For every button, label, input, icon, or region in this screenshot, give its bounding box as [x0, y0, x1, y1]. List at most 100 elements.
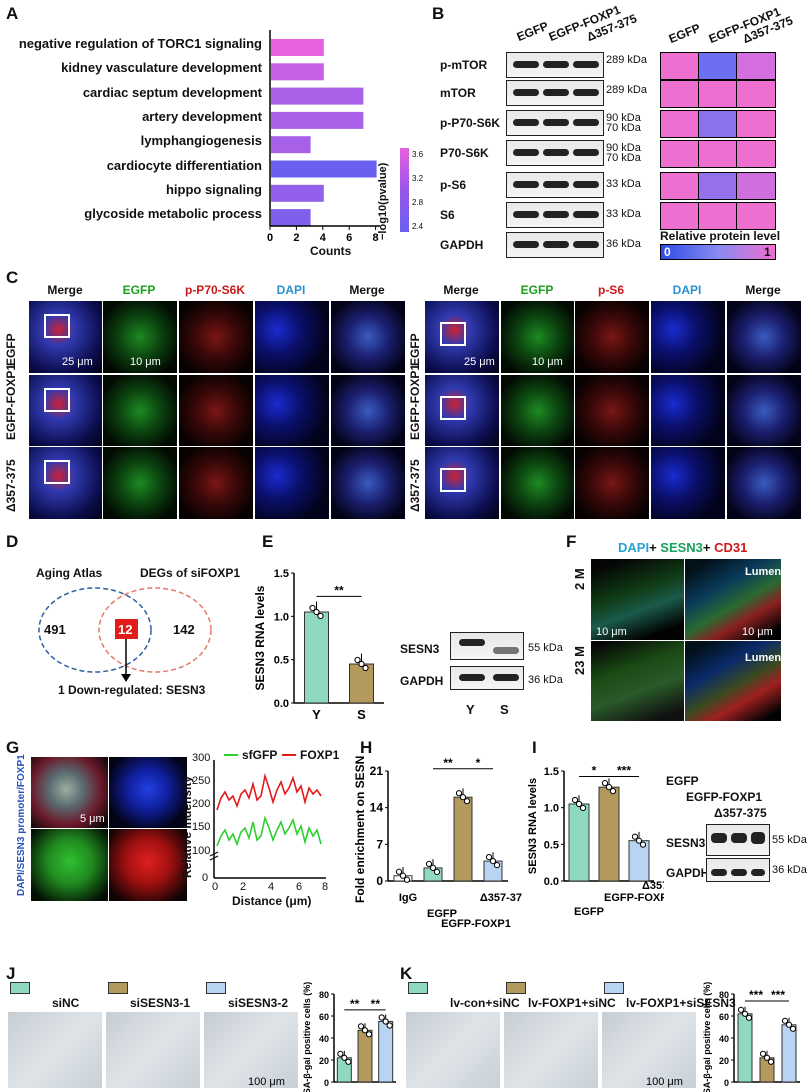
g-ytick-150: 150 [192, 821, 211, 833]
group-label: lv-FOXP1+siNC [528, 996, 616, 1010]
wb-kda: 70 kDa [606, 122, 641, 134]
go-bar-chart: 0 2 4 6 8 [267, 30, 380, 244]
y-tick-label: 0.5 [274, 655, 289, 667]
dot [745, 1014, 753, 1021]
dot [358, 660, 365, 668]
group-label: siSESN3-1 [130, 996, 191, 1010]
wb-band [513, 61, 539, 68]
group-label: siNC [52, 996, 80, 1010]
wb-band [543, 149, 569, 156]
wb-kda: 289 kDa [606, 54, 647, 66]
go-bar [271, 39, 324, 56]
dot [767, 1058, 775, 1065]
wb-band [513, 149, 539, 156]
legend-swatch [506, 982, 526, 994]
wb-band [573, 241, 599, 248]
f-23m-zoom [684, 640, 782, 722]
panel-label-h: H [360, 738, 373, 757]
x-tick-label: 2 [293, 232, 299, 244]
y-tick-label: 1.5 [274, 568, 289, 580]
dot [362, 664, 369, 672]
y-tick-label: 0.0 [544, 876, 559, 888]
panel-label-g: G [6, 738, 20, 757]
e-wb-blot [450, 666, 524, 690]
heat-cell [736, 80, 776, 108]
wb-band [543, 241, 569, 248]
panel-label-a: A [6, 4, 19, 23]
venn-left-count: 491 [44, 622, 66, 637]
heat-cell [660, 140, 700, 168]
panel-f-title: DAPI+ SESN3+ CD31 [618, 540, 748, 555]
g-ylabel: Relative Indensity [180, 775, 194, 878]
wb-blot [506, 110, 604, 136]
y-tick-label: 1.5 [544, 766, 559, 778]
wb-band [513, 89, 539, 96]
e-wb-col: S [500, 702, 509, 717]
x-tick-label: 6 [346, 232, 352, 244]
y-tick-label: 80 [719, 990, 729, 1000]
wb-blot [506, 202, 604, 228]
g-dapi [108, 756, 188, 830]
dot [789, 1025, 797, 1032]
go-bar [271, 184, 324, 202]
g-legend-foxp1: FOXP1 [300, 748, 340, 762]
g-legend-sfgfp: sfGFP [242, 748, 278, 762]
go-term-label: cardiac septum development [82, 84, 262, 100]
bar [453, 796, 473, 882]
bar [568, 803, 590, 882]
y-tick-label: 40 [319, 1034, 329, 1044]
y-tick-label: 0.0 [274, 698, 289, 710]
c-left-image [330, 446, 406, 520]
dot [378, 1014, 385, 1021]
g-xtick-6: 6 [296, 881, 303, 893]
g-ytick-300: 300 [192, 752, 211, 764]
wb-col-0: EGFP [514, 18, 551, 44]
g-legend-sfgfp-line [224, 754, 238, 756]
wb-kda: 36 kDa [606, 238, 641, 250]
pvalue-legend-title: −log10(pvalue) [377, 162, 389, 240]
x-tick-label: 0 [267, 232, 273, 244]
dot [635, 837, 643, 844]
wb-band [543, 89, 569, 96]
c-right-image [574, 374, 650, 448]
f-lumen-1: Lumen [745, 566, 782, 578]
c-right-image [650, 300, 726, 374]
wb-band [573, 119, 599, 126]
wb-row-label: p-mTOR [440, 58, 488, 72]
y-axis-label: SA-β-gal positive cells (%) [702, 982, 712, 1092]
panel-label-i: I [532, 738, 537, 757]
g-ytick-100: 100 [192, 845, 211, 857]
c-left-image [254, 300, 330, 374]
go-bar [271, 136, 311, 154]
g-legend-foxp1-line [282, 754, 296, 756]
panel-label-b: B [432, 4, 445, 23]
wb-kda: 90 kDa [606, 142, 641, 154]
heat-cell [736, 140, 776, 168]
significance: ** [443, 756, 453, 770]
dot [763, 1054, 771, 1061]
i-wb-blot [706, 824, 770, 856]
dot [365, 1031, 373, 1038]
panel-e-chart: 0.0 0.5 1.0 1.5 Y S SESN3 RNA levels ** [253, 568, 384, 722]
bar [628, 840, 650, 882]
wb-band [573, 181, 599, 188]
legend-swatch [206, 982, 226, 994]
venn-overlap-count: 12 [118, 622, 133, 637]
y-tick-label: 20 [319, 1056, 329, 1066]
significance: * [476, 756, 481, 770]
wb-band [543, 181, 569, 188]
g-ytick-250: 250 [192, 775, 211, 787]
wb-row-label: GAPDH [440, 238, 484, 252]
sa-bgal-image [106, 1012, 200, 1088]
g-xtick-4: 4 [268, 881, 275, 893]
c-left-image [330, 300, 406, 374]
c-right-image [726, 374, 802, 448]
wb-band [543, 61, 569, 68]
wb-band [459, 674, 485, 681]
c-right-row: EGFP [408, 333, 422, 366]
c-right-image [424, 300, 500, 374]
c-scale: 25 μm [464, 356, 495, 368]
i-wb-kda: 55 kDa [772, 834, 807, 846]
e-wb-blot [450, 632, 524, 660]
dot [361, 1027, 369, 1034]
